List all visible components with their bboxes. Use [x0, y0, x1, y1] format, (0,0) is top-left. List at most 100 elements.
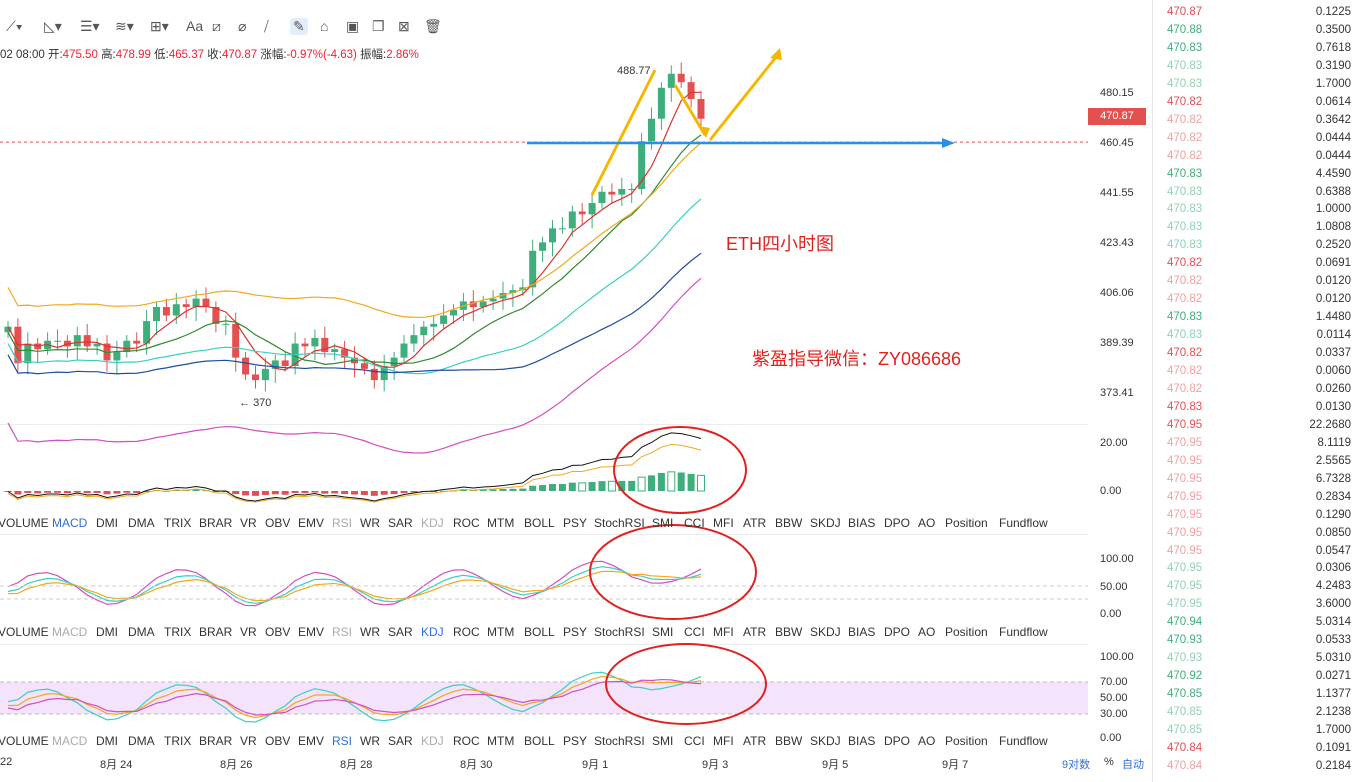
indicator-tab-roc[interactable]: ROC [453, 734, 480, 748]
indicator-tab-brar[interactable]: BRAR [199, 625, 233, 639]
indicator-tab-trix[interactable]: TRIX [164, 625, 192, 639]
brush-icon[interactable]: ⧄ [212, 18, 221, 34]
indicator-tab-mfi[interactable]: MFI [713, 625, 734, 639]
lock-icon[interactable]: ⌂ [320, 18, 329, 34]
indicator-tab-ao[interactable]: AO [918, 734, 936, 748]
indicator-tab-dma[interactable]: DMA [128, 625, 155, 639]
indicator-tab-smi[interactable]: SMI [652, 516, 674, 530]
indicator-tab-psy[interactable]: PSY [563, 625, 588, 639]
indicator-tab-atr[interactable]: ATR [743, 516, 767, 530]
indicator-tab-bias[interactable]: BIAS [848, 625, 876, 639]
indicator-tab-dmi[interactable]: DMI [96, 734, 118, 748]
indicator-tab-roc[interactable]: ROC [453, 625, 480, 639]
indicator-tab-boll[interactable]: BOLL [524, 516, 555, 530]
indicator-tab-dma[interactable]: DMA [128, 734, 155, 748]
indicator-tab-volume[interactable]: VOLUME [0, 734, 49, 748]
indicator-tab-mtm[interactable]: MTM [487, 734, 515, 748]
chart-area[interactable]: ⟋▾ ◺▾ ☰▾ ≋▾ ⊞▾ Aa ⧄ ⌀ ⧸ ✎ ⌂ ▣ ❐ ⊠ 🗑 02 0… [0, 0, 1148, 782]
indicator-tab-bbw[interactable]: BBW [775, 734, 803, 748]
indicator-tab-vr[interactable]: VR [240, 734, 257, 748]
indicator-tab-stochrsi[interactable]: StochRSI [594, 734, 645, 748]
trash-icon[interactable]: 🗑 [424, 18, 442, 34]
indicator-tab-obv[interactable]: OBV [265, 516, 291, 530]
indicator-tab-bias[interactable]: BIAS [848, 516, 876, 530]
indicator-tab-brar[interactable]: BRAR [199, 516, 233, 530]
copy-icon[interactable]: ▣ [346, 18, 360, 34]
indicator-tab-rsi[interactable]: RSI [332, 734, 353, 748]
indicator-tab-ao[interactable]: AO [918, 516, 936, 530]
indicator-tab-dpo[interactable]: DPO [884, 625, 911, 639]
indicator-tab-atr[interactable]: ATR [743, 734, 767, 748]
wave-icon[interactable]: ≋▾ [115, 18, 134, 34]
indicator-tab-brar[interactable]: BRAR [199, 734, 233, 748]
indicator-tab-mtm[interactable]: MTM [487, 625, 515, 639]
indicator-tab-atr[interactable]: ATR [743, 625, 767, 639]
indicator-tab-cci[interactable]: CCI [684, 516, 705, 530]
eraser-icon[interactable]: ⌀ [238, 18, 247, 34]
indicator-tab-obv[interactable]: OBV [265, 625, 291, 639]
indicator-tab-kdj[interactable]: KDJ [421, 625, 444, 639]
indicator-tab-dpo[interactable]: DPO [884, 734, 911, 748]
indicator-tab-wr[interactable]: WR [360, 734, 380, 748]
log-scale-toggle[interactable]: 9对数 [1062, 759, 1091, 771]
indicator-tab-smi[interactable]: SMI [652, 734, 674, 748]
indicator-tab-rsi[interactable]: RSI [332, 516, 353, 530]
indicator-tab-skdj[interactable]: SKDJ [810, 625, 841, 639]
indicator-tab-position[interactable]: Position [945, 516, 988, 530]
indicator-tab-macd[interactable]: MACD [52, 516, 88, 530]
indicator-tab-mfi[interactable]: MFI [713, 734, 734, 748]
crosshair-box-icon[interactable]: ⊞▾ [150, 18, 169, 34]
indicator-tab-skdj[interactable]: SKDJ [810, 734, 841, 748]
pencil-icon[interactable]: ✎ [290, 18, 308, 35]
indicator-tab-cci[interactable]: CCI [684, 625, 705, 639]
indicator-tab-stochrsi[interactable]: StochRSI [594, 625, 645, 639]
indicator-tab-psy[interactable]: PSY [563, 734, 588, 748]
price-chart-canvas[interactable] [0, 0, 1088, 782]
percent-scale-toggle[interactable]: % [1104, 756, 1114, 768]
indicator-tab-psy[interactable]: PSY [563, 516, 588, 530]
indicator-tab-fundflow[interactable]: Fundflow [999, 625, 1048, 639]
indicator-tab-dpo[interactable]: DPO [884, 516, 911, 530]
indicator-tab-trix[interactable]: TRIX [164, 734, 192, 748]
indicator-tab-boll[interactable]: BOLL [524, 734, 555, 748]
indicator-tab-fundflow[interactable]: Fundflow [999, 734, 1048, 748]
indicator-tab-position[interactable]: Position [945, 734, 988, 748]
image-icon[interactable]: ⊠ [398, 18, 410, 34]
indicator-tab-emv[interactable]: EMV [298, 625, 325, 639]
indicator-tab-bbw[interactable]: BBW [775, 625, 803, 639]
trendline-icon[interactable]: ⟋▾ [6, 18, 23, 34]
indicator-tab-kdj[interactable]: KDJ [421, 734, 444, 748]
indicator-tab-emv[interactable]: EMV [298, 734, 325, 748]
clipboard-icon[interactable]: ❐ [372, 18, 385, 34]
indicator-tab-vr[interactable]: VR [240, 516, 257, 530]
auto-scale-toggle[interactable]: 自动 [1122, 759, 1144, 771]
indicator-tab-fundflow[interactable]: Fundflow [999, 516, 1048, 530]
parallel-lines-icon[interactable]: ☰▾ [80, 18, 100, 34]
indicator-tab-kdj[interactable]: KDJ [421, 516, 444, 530]
indicator-tab-smi[interactable]: SMI [652, 625, 674, 639]
indicator-tab-wr[interactable]: WR [360, 516, 380, 530]
indicator-tab-trix[interactable]: TRIX [164, 516, 192, 530]
indicator-tab-macd[interactable]: MACD [52, 734, 88, 748]
text-tool-button[interactable]: Aa [186, 18, 204, 34]
indicator-tab-ao[interactable]: AO [918, 625, 936, 639]
indicator-tab-volume[interactable]: VOLUME [0, 625, 49, 639]
indicator-tab-wr[interactable]: WR [360, 625, 380, 639]
indicator-tab-dma[interactable]: DMA [128, 516, 155, 530]
indicator-tab-mtm[interactable]: MTM [487, 516, 515, 530]
indicator-tab-obv[interactable]: OBV [265, 734, 291, 748]
indicator-tab-position[interactable]: Position [945, 625, 988, 639]
indicator-tab-emv[interactable]: EMV [298, 516, 325, 530]
indicator-tab-dmi[interactable]: DMI [96, 625, 118, 639]
indicator-tab-roc[interactable]: ROC [453, 516, 480, 530]
indicator-tab-dmi[interactable]: DMI [96, 516, 118, 530]
indicator-tab-bias[interactable]: BIAS [848, 734, 876, 748]
indicator-tab-bbw[interactable]: BBW [775, 516, 803, 530]
indicator-tab-vr[interactable]: VR [240, 625, 257, 639]
indicator-tab-macd[interactable]: MACD [52, 625, 88, 639]
indicator-tab-volume[interactable]: VOLUME [0, 516, 49, 530]
indicator-tab-rsi[interactable]: RSI [332, 625, 353, 639]
indicator-tab-boll[interactable]: BOLL [524, 625, 555, 639]
indicator-tab-sar[interactable]: SAR [388, 625, 413, 639]
indicator-tab-skdj[interactable]: SKDJ [810, 516, 841, 530]
